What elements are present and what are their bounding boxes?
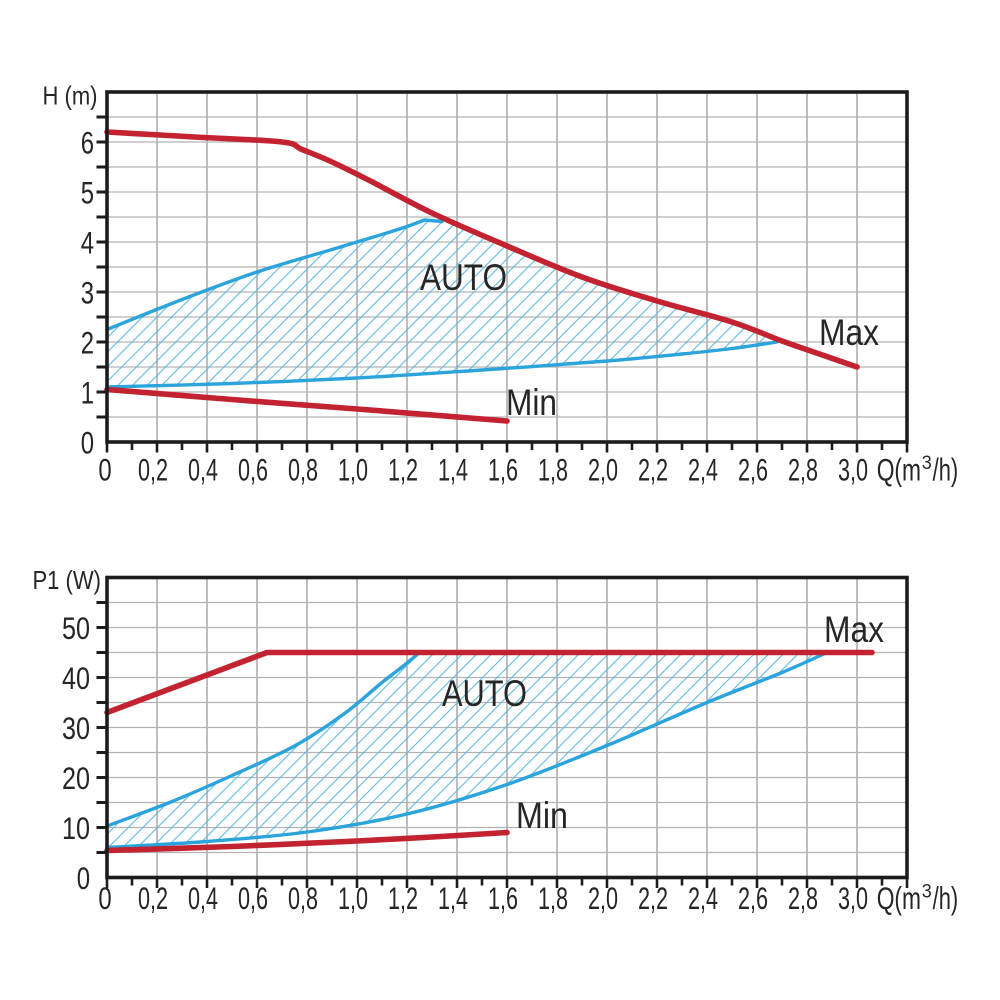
svg-text:0,6: 0,6: [238, 452, 268, 488]
svg-text:1,0: 1,0: [338, 880, 368, 916]
svg-text:Max: Max: [819, 312, 879, 353]
svg-text:Q(m: Q(m: [877, 452, 921, 488]
svg-text:2,8: 2,8: [788, 452, 818, 488]
svg-text:1,2: 1,2: [388, 880, 418, 916]
svg-text:1,6: 1,6: [488, 880, 518, 916]
svg-text:3,0: 3,0: [838, 880, 868, 916]
svg-text:Q(m: Q(m: [877, 880, 921, 916]
svg-text:40: 40: [62, 660, 90, 696]
svg-text:1,2: 1,2: [388, 452, 418, 488]
svg-text:2,8: 2,8: [788, 880, 818, 916]
svg-text:3,0: 3,0: [838, 452, 868, 488]
svg-text:1: 1: [81, 375, 94, 411]
svg-text:2,6: 2,6: [738, 452, 768, 488]
svg-text:2: 2: [81, 325, 94, 361]
svg-text:0: 0: [77, 860, 90, 896]
svg-text:0,2: 0,2: [138, 452, 168, 488]
svg-text:50: 50: [62, 610, 90, 646]
svg-text:1,8: 1,8: [538, 880, 568, 916]
svg-text:2,0: 2,0: [588, 880, 618, 916]
svg-text:3: 3: [81, 275, 94, 311]
svg-text:AUTO: AUTO: [442, 673, 527, 714]
svg-text:H (m): H (m): [43, 81, 98, 111]
svg-text:1,4: 1,4: [438, 452, 468, 488]
svg-text:2,2: 2,2: [638, 880, 668, 916]
svg-text:AUTO: AUTO: [420, 257, 507, 298]
svg-text:30: 30: [62, 710, 90, 746]
svg-text:2,0: 2,0: [588, 452, 618, 488]
svg-text:2,2: 2,2: [638, 452, 668, 488]
svg-text:0,8: 0,8: [288, 880, 318, 916]
svg-text:0,4: 0,4: [188, 452, 218, 488]
svg-text:Min: Min: [516, 795, 568, 836]
svg-text:6: 6: [81, 125, 94, 161]
svg-text:2,6: 2,6: [738, 880, 768, 916]
svg-text:20: 20: [62, 760, 90, 796]
svg-text:2,4: 2,4: [688, 452, 718, 488]
svg-text:1,8: 1,8: [538, 452, 568, 488]
svg-text:1,0: 1,0: [338, 452, 368, 488]
svg-text:4: 4: [81, 225, 94, 261]
svg-text:3: 3: [922, 882, 932, 903]
svg-text:0: 0: [98, 880, 111, 916]
svg-text:/h): /h): [933, 880, 959, 916]
svg-text:0,2: 0,2: [138, 880, 168, 916]
svg-text:5: 5: [81, 175, 94, 211]
svg-text:3: 3: [922, 453, 932, 474]
svg-text:0,4: 0,4: [188, 880, 218, 916]
svg-text:/h): /h): [933, 452, 959, 488]
svg-text:Max: Max: [824, 609, 884, 650]
svg-text:10: 10: [62, 810, 90, 846]
svg-text:1,6: 1,6: [488, 452, 518, 488]
svg-text:0,6: 0,6: [238, 880, 268, 916]
svg-text:Min: Min: [506, 382, 557, 423]
svg-text:2,4: 2,4: [688, 880, 718, 916]
svg-text:0,8: 0,8: [288, 452, 318, 488]
svg-text:0: 0: [98, 452, 111, 488]
svg-text:1,4: 1,4: [438, 880, 468, 916]
svg-text:0: 0: [81, 425, 94, 461]
svg-text:P1 (W): P1 (W): [33, 565, 102, 595]
